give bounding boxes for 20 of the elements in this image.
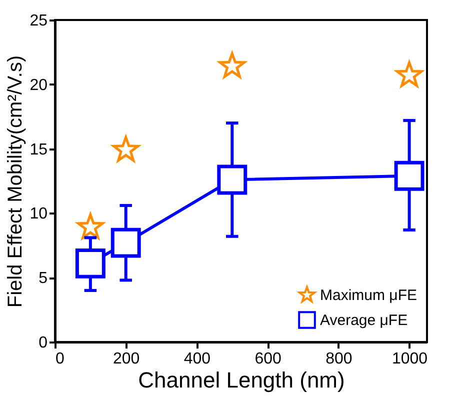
y-axis-title: Field Effect Mobility(cm²/V.s): [4, 55, 27, 308]
x-axis-title: Channel Length (nm): [138, 368, 345, 392]
y-tick-label: 20: [30, 76, 48, 94]
x-tick-label: 0: [56, 350, 64, 368]
legend-label: Average μFE: [320, 312, 408, 329]
point: [110, 228, 141, 258]
point: [217, 164, 248, 195]
x-tick-label: 1000: [392, 350, 428, 368]
point: [75, 248, 106, 278]
x-tick-label: 600: [254, 350, 282, 368]
y-tick-label: 0: [38, 334, 48, 352]
legend-label: Maximum μFE: [320, 287, 417, 304]
x-tick-label: 800: [326, 350, 352, 368]
y-tick-label: 25: [30, 12, 48, 30]
x-tick-label: 200: [113, 350, 140, 368]
y-tick-label: 5: [38, 270, 48, 288]
y-tick-label: 15: [30, 141, 48, 158]
y-tick-label: 10: [30, 206, 48, 223]
point: [394, 160, 424, 191]
x-tick-label: 400: [184, 350, 211, 368]
